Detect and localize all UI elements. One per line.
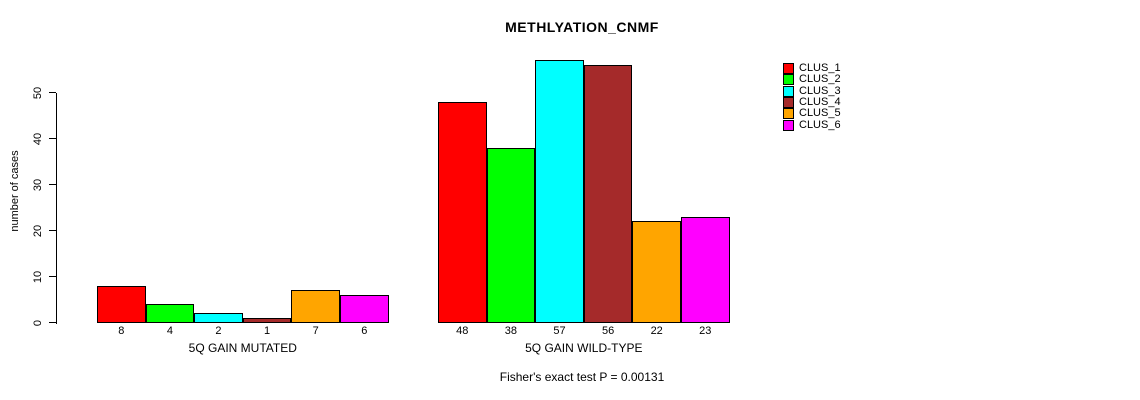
bar-value-label: 48 (456, 325, 469, 337)
annotation-text: Fisher's exact test P = 0.00131 (499, 370, 665, 384)
bar-value-label: 7 (312, 325, 319, 337)
bar-value-label: 22 (650, 325, 663, 337)
y-tick-label: 0 (32, 319, 44, 326)
y-axis-tick (48, 229, 56, 232)
legend-item: CLUS_3 (783, 84, 841, 97)
y-axis-label: number of cases (9, 150, 21, 232)
legend-item: CLUS_5 (783, 107, 841, 120)
group-axis-label: 5Q GAIN WILD-TYPE (525, 341, 643, 355)
bar (438, 101, 487, 324)
legend-label: CLUS_2 (799, 73, 841, 86)
group-axis-label: 5Q GAIN MUTATED (188, 341, 297, 355)
legend-item: CLUS_1 (783, 62, 841, 75)
bar-value-label: 1 (264, 325, 271, 337)
legend-swatch (783, 97, 794, 109)
legend-label: CLUS_6 (799, 118, 841, 131)
legend-swatch (783, 85, 794, 97)
legend-label: CLUS_4 (799, 96, 841, 109)
bar-value-label: 23 (699, 325, 712, 337)
bar-value-label: 6 (361, 325, 368, 337)
bar (632, 221, 681, 324)
bar-value-label: 8 (118, 325, 125, 337)
bar-value-label: 2 (215, 325, 222, 337)
y-axis-line (55, 92, 57, 324)
legend-swatch (783, 119, 794, 131)
bar-value-label: 57 (553, 325, 566, 337)
legend-swatch (783, 63, 794, 75)
y-tick-label: 30 (32, 178, 44, 191)
legend-label: CLUS_5 (799, 107, 841, 120)
bar (145, 304, 195, 324)
y-tick-label: 40 (32, 132, 44, 145)
legend: CLUS_1 CLUS_2 CLUS_3 CLUS_4 CLUS_5 CLUS_6 (783, 63, 841, 131)
bar (242, 317, 292, 324)
y-tick-label: 50 (32, 86, 44, 99)
legend-swatch (783, 74, 794, 86)
y-axis-tick (48, 91, 56, 94)
bar (291, 290, 340, 324)
bar-value-label: 4 (166, 325, 173, 337)
bar (340, 294, 389, 324)
legend-item: CLUS_2 (783, 73, 841, 86)
bar (583, 64, 633, 324)
legend-item: CLUS_4 (783, 96, 841, 109)
legend-label: CLUS_3 (799, 84, 841, 97)
y-axis-tick (48, 183, 56, 186)
bar-value-label: 56 (601, 325, 615, 337)
bar (194, 313, 243, 324)
y-tick-label: 20 (32, 224, 44, 237)
y-axis-tick (48, 321, 56, 324)
bar (681, 216, 730, 324)
legend-label: CLUS_1 (799, 62, 841, 75)
bar-value-label: 38 (504, 325, 518, 337)
bar (486, 147, 536, 324)
y-axis-tick (48, 275, 56, 278)
bar (97, 285, 146, 324)
bar (535, 60, 584, 324)
legend-swatch (783, 108, 794, 120)
legend-item: CLUS_6 (783, 118, 841, 131)
chart-title: METHLYATION_CNMF (505, 19, 659, 35)
y-axis-tick (48, 137, 56, 140)
y-tick-label: 10 (32, 270, 44, 283)
